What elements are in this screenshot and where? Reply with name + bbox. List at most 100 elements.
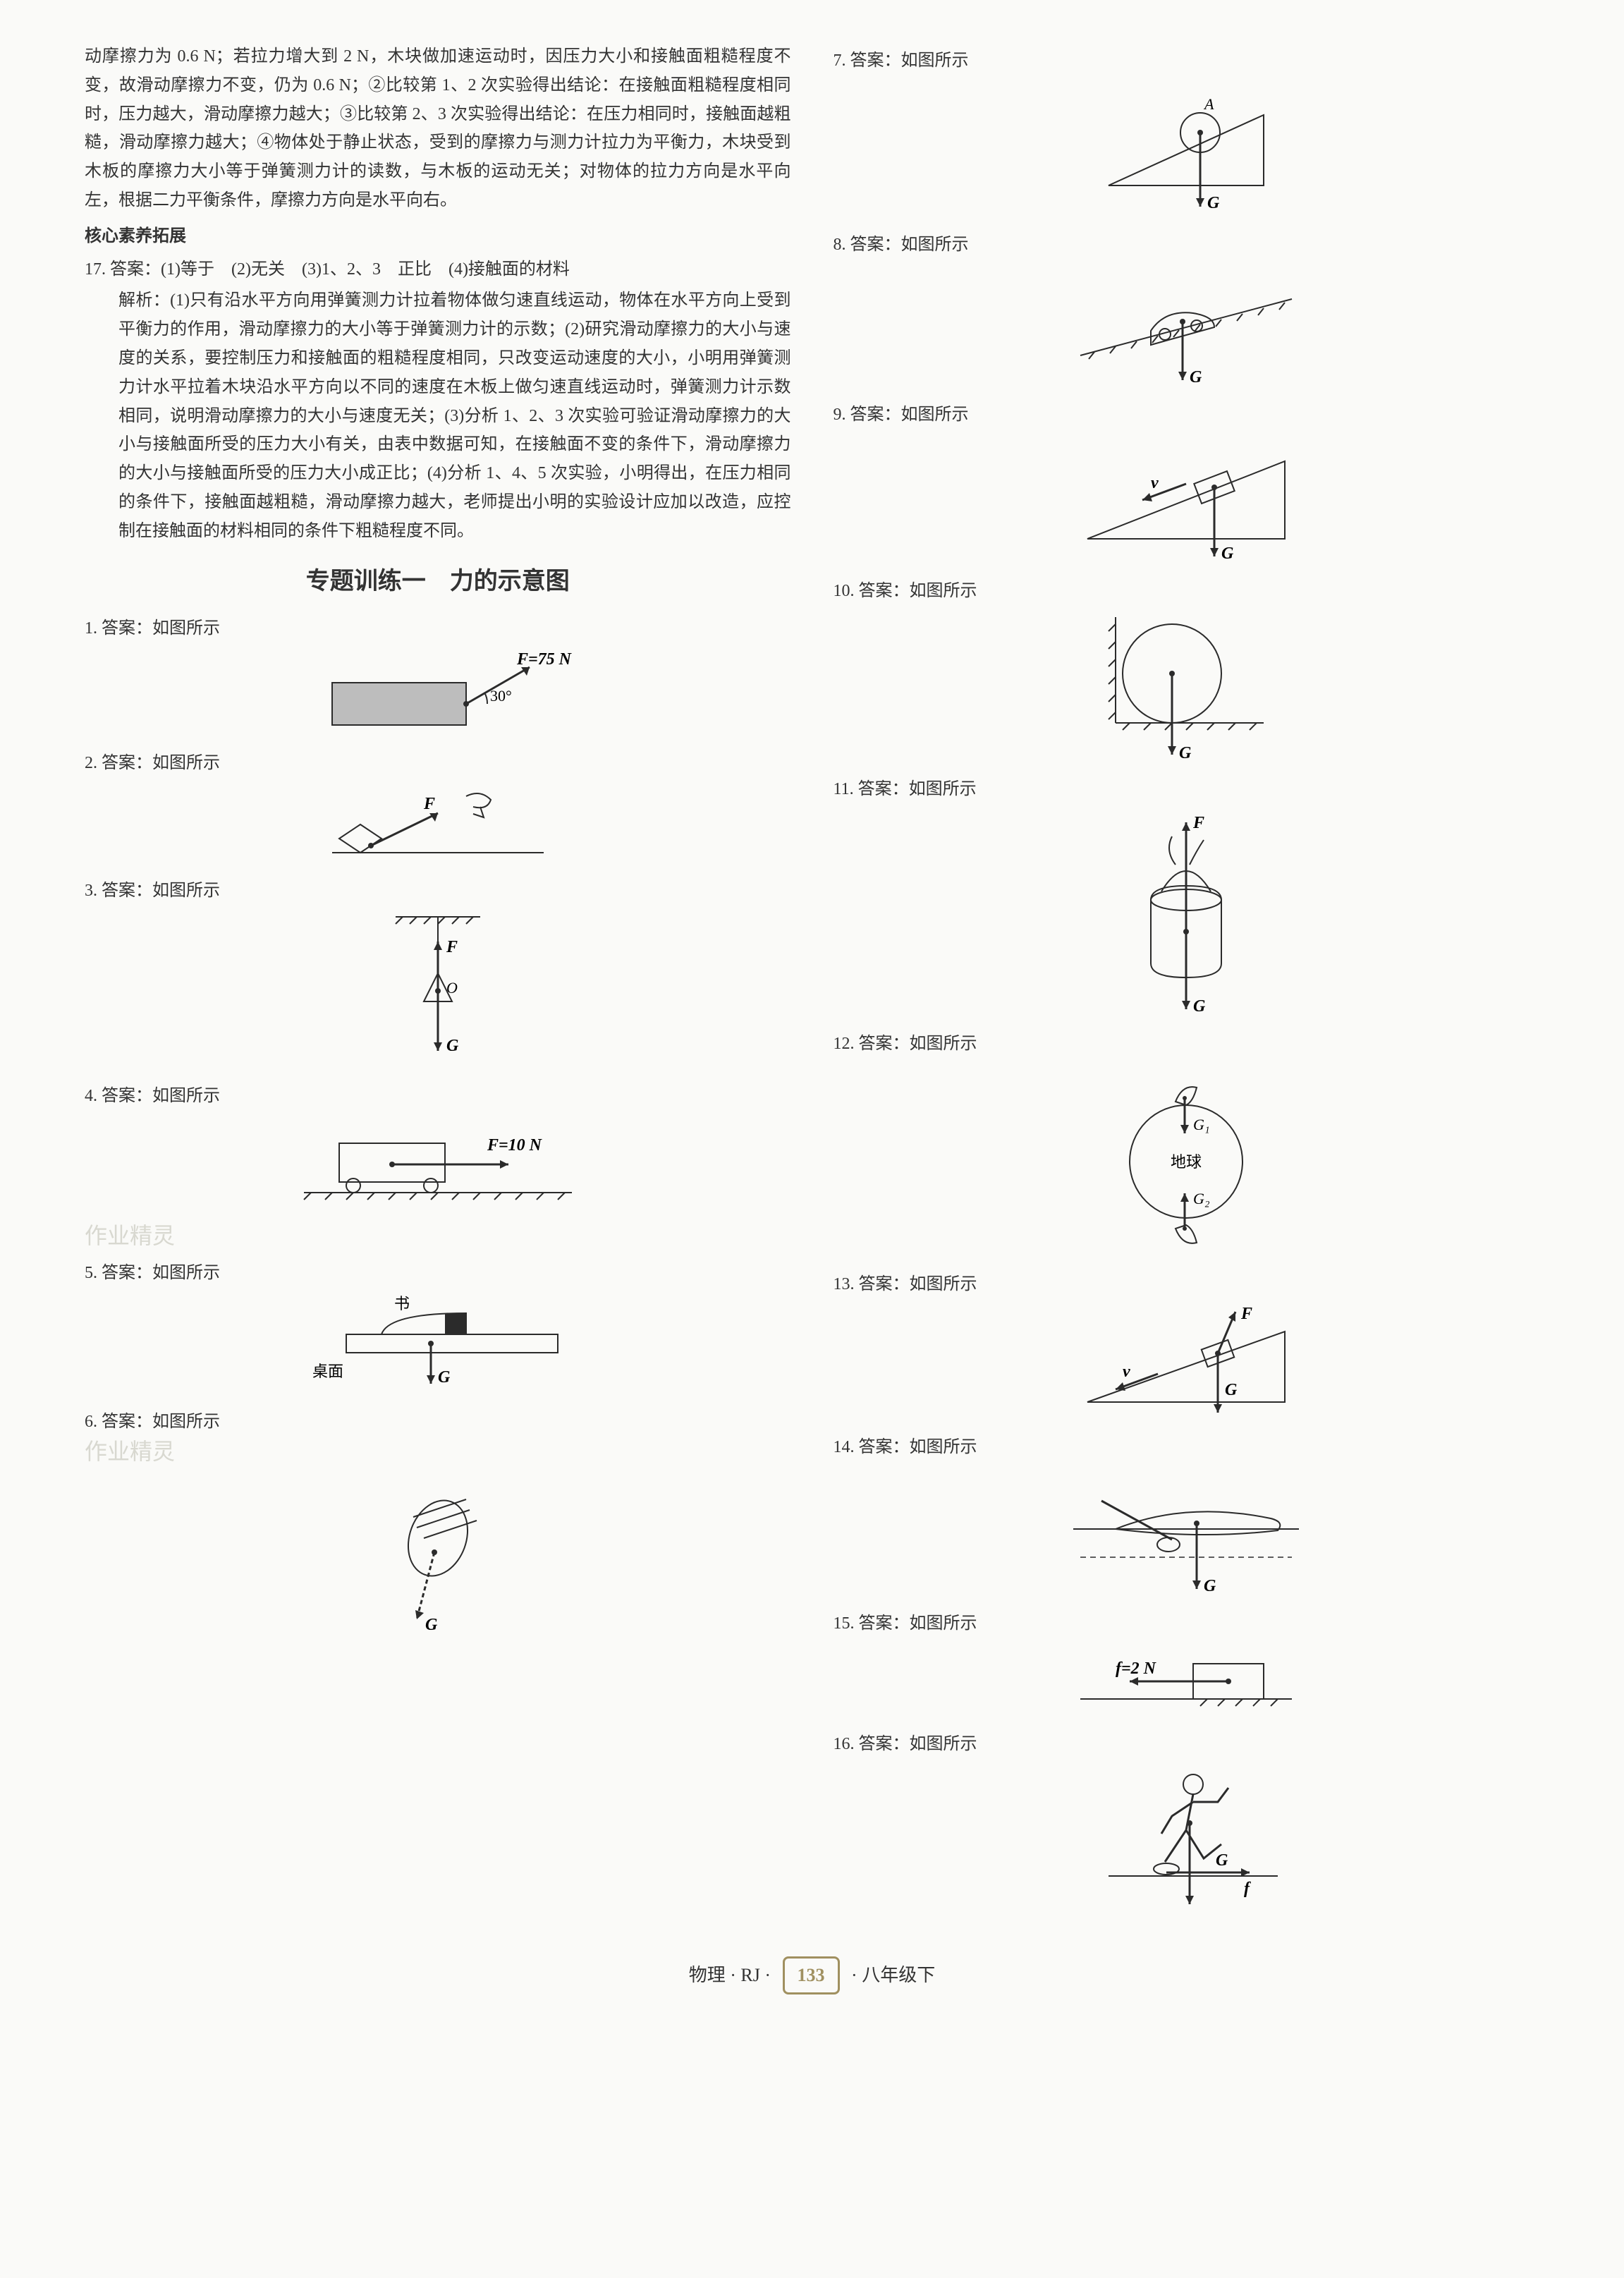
fig13-v: v xyxy=(1123,1363,1130,1381)
q13: 13. 答案：如图所示 xyxy=(834,1270,1540,1299)
fig15-f: f=2 N xyxy=(1116,1659,1157,1678)
q12-num: 12. xyxy=(834,1035,859,1053)
q10-num: 10. xyxy=(834,582,859,600)
q13-ans: 答案：如图所示 xyxy=(859,1275,977,1293)
q14: 14. 答案：如图所示 xyxy=(834,1433,1540,1462)
q12-ans: 答案：如图所示 xyxy=(859,1035,977,1053)
q15-num: 15. xyxy=(834,1614,859,1633)
fig9-v: v xyxy=(1151,474,1159,492)
footer-page: 133 xyxy=(783,1956,840,1994)
q10-ans: 答案：如图所示 xyxy=(859,582,977,600)
page-footer: 物理 · RJ · 133 · 八年级下 xyxy=(85,1956,1539,1994)
q7: 7. 答案：如图所示 xyxy=(834,47,1540,75)
q1: 1. 答案：如图所示 xyxy=(85,614,791,643)
q14-num: 14. xyxy=(834,1438,859,1456)
fig1: 30° F=75 N xyxy=(304,647,572,739)
fig7-G: G xyxy=(1207,194,1220,212)
q6-num: 6. xyxy=(85,1413,102,1431)
left-column: 动摩擦力为 0.6 N；若拉力增大到 2 N，木块做加速运动时，因压力大小和接触… xyxy=(85,42,791,1935)
fig16: G f xyxy=(1080,1763,1292,1925)
fig5-desk: 桌面 xyxy=(312,1363,343,1380)
fig2: F xyxy=(318,782,558,867)
fig5-G: G xyxy=(438,1368,451,1387)
watermark-1: 作业精灵 xyxy=(85,1223,175,1248)
fig5-book: 书 xyxy=(394,1295,410,1312)
fig10-G: G xyxy=(1179,744,1192,762)
q16: 16. 答案：如图所示 xyxy=(834,1730,1540,1759)
q1-num: 1. xyxy=(85,619,102,638)
fig13-F: F xyxy=(1240,1305,1252,1323)
fig9-G: G xyxy=(1221,544,1234,563)
fig1-angle: 30° xyxy=(490,687,512,705)
fig12-G2: G₂ xyxy=(1193,1190,1210,1207)
fig12-G1: G₁ xyxy=(1193,1116,1210,1133)
q9-ans: 答案：如图所示 xyxy=(850,406,969,424)
q11: 11. 答案：如图所示 xyxy=(834,775,1540,804)
q3-ans: 答案：如图所示 xyxy=(102,882,220,900)
q1-ans: 答案：如图所示 xyxy=(102,619,220,638)
q15: 15. 答案：如图所示 xyxy=(834,1609,1540,1638)
fig5: 书 G 桌面 xyxy=(304,1292,572,1398)
q11-ans: 答案：如图所示 xyxy=(858,780,977,798)
q7-num: 7. xyxy=(834,51,850,70)
section-heading: 核心素养拓展 xyxy=(85,222,791,251)
q4: 4. 答案：如图所示 xyxy=(85,1082,791,1111)
fig11: F G xyxy=(1109,808,1264,1020)
fig11-F: F xyxy=(1192,814,1204,832)
q16-ans: 答案：如图所示 xyxy=(859,1735,977,1753)
q6: 6. 答案：如图所示 xyxy=(85,1408,791,1437)
fig16-G: G xyxy=(1216,1851,1228,1870)
q15-ans: 答案：如图所示 xyxy=(859,1614,977,1633)
q6-ans: 答案：如图所示 xyxy=(102,1413,220,1431)
fig13-G: G xyxy=(1225,1381,1238,1399)
watermark-2: 作业精灵 xyxy=(85,1439,175,1464)
q8: 8. 答案：如图所示 xyxy=(834,231,1540,260)
q10: 10. 答案：如图所示 xyxy=(834,577,1540,606)
fig14-G: G xyxy=(1204,1577,1216,1595)
footer-grade: · 八年级下 xyxy=(851,1965,935,1985)
fig12: 地球 G₁ G₂ xyxy=(1101,1063,1271,1260)
fig3-G: G xyxy=(446,1037,459,1055)
q5: 5. 答案：如图所示 xyxy=(85,1259,791,1288)
q8-num: 8. xyxy=(834,236,850,254)
fig13: v F G xyxy=(1066,1303,1306,1423)
q2-num: 2. xyxy=(85,754,102,772)
q3: 3. 答案：如图所示 xyxy=(85,877,791,906)
fig1-F: F=75 N xyxy=(516,650,572,669)
fig4: F=10 N xyxy=(290,1115,586,1207)
fig10: G xyxy=(1094,610,1278,765)
fig2-F: F xyxy=(423,795,435,813)
paragraph-friction: 动摩擦力为 0.6 N；若拉力增大到 2 N，木块做加速运动时，因压力大小和接触… xyxy=(85,42,791,215)
fig3-F: F xyxy=(446,938,458,956)
q11-num: 11. xyxy=(834,780,858,798)
fig6-G: G xyxy=(425,1616,438,1634)
q4-num: 4. xyxy=(85,1087,102,1105)
q5-num: 5. xyxy=(85,1264,102,1282)
q9: 9. 答案：如图所示 xyxy=(834,401,1540,430)
fig8-G: G xyxy=(1190,368,1202,386)
q2-ans: 答案：如图所示 xyxy=(102,754,220,772)
q7-ans: 答案：如图所示 xyxy=(850,51,969,70)
q17-answer: 17. 答案：(1)等于 (2)无关 (3)1、2、3 正比 (4)接触面的材料 xyxy=(85,255,791,284)
fig6: G xyxy=(346,1482,530,1644)
topic-title: 专题训练一 力的示意图 xyxy=(85,561,791,602)
fig11-G: G xyxy=(1193,997,1206,1016)
q3-num: 3. xyxy=(85,882,102,900)
q12: 12. 答案：如图所示 xyxy=(834,1030,1540,1059)
q8-ans: 答案：如图所示 xyxy=(850,236,969,254)
q14-ans: 答案：如图所示 xyxy=(859,1438,977,1456)
fig12-earth: 地球 xyxy=(1171,1153,1202,1171)
fig4-F: F=10 N xyxy=(487,1136,543,1155)
q13-num: 13. xyxy=(834,1275,859,1293)
right-column: 7. 答案：如图所示 A G 8. 答案：如图所示 G 9. 答案：如图所示 xyxy=(834,42,1540,1935)
fig3: F O G xyxy=(367,910,508,1072)
footer-subject: 物理 · RJ · xyxy=(689,1965,771,1985)
fig9: v G xyxy=(1066,433,1306,567)
q2: 2. 答案：如图所示 xyxy=(85,749,791,778)
fig7-A: A xyxy=(1203,95,1214,113)
fig14: G xyxy=(1059,1466,1313,1600)
fig8: G xyxy=(1066,264,1306,391)
fig16-f: f xyxy=(1244,1880,1251,1898)
q5-ans: 答案：如图所示 xyxy=(102,1264,220,1282)
fig7: A G xyxy=(1080,80,1292,221)
